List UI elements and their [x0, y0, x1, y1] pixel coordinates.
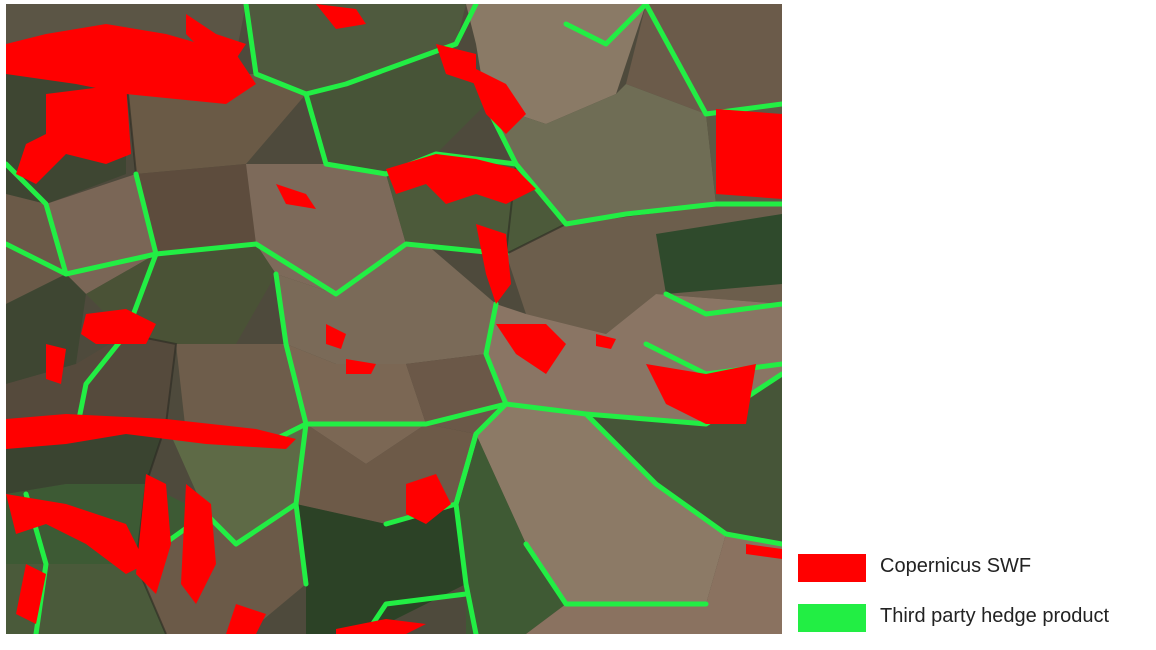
legend-label-hedge: Third party hedge product [880, 605, 1110, 627]
hedge-swatch [798, 604, 866, 632]
swf-overlay [6, 4, 782, 634]
legend-label-swf: Copernicus SWF [880, 555, 1032, 577]
aerial-imagery [6, 4, 782, 634]
swf-swatch [798, 554, 866, 582]
aerial-map [6, 4, 782, 634]
